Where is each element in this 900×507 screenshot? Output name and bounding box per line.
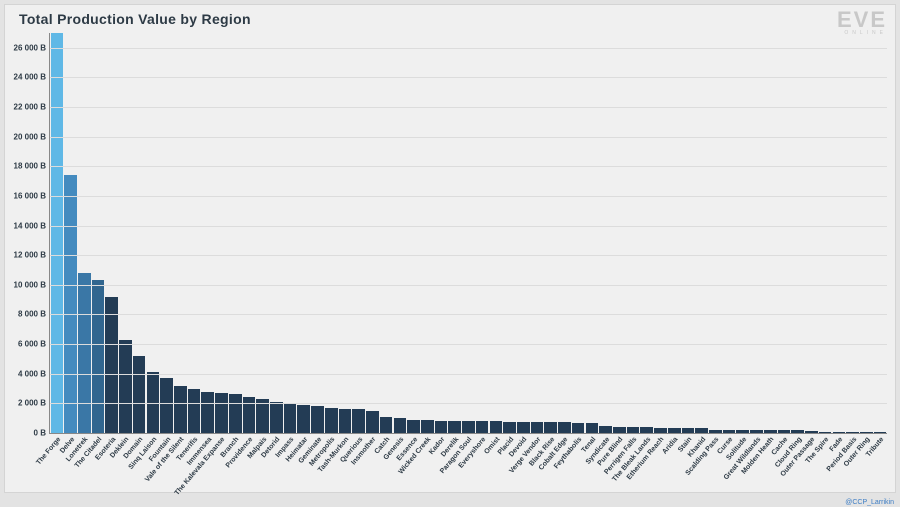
bar bbox=[544, 422, 557, 433]
logo-main: EVE bbox=[837, 9, 887, 31]
bar bbox=[640, 427, 653, 433]
bar bbox=[736, 430, 749, 433]
grid-line bbox=[50, 77, 887, 78]
bar bbox=[791, 430, 804, 433]
bar bbox=[668, 428, 681, 433]
bar bbox=[188, 389, 201, 433]
bar bbox=[394, 418, 407, 433]
bar bbox=[613, 427, 626, 433]
bar bbox=[64, 175, 77, 433]
bar bbox=[750, 430, 763, 433]
grid-line bbox=[50, 374, 887, 375]
bar bbox=[805, 431, 818, 433]
chart-frame: Total Production Value by Region EVE ONL… bbox=[4, 4, 896, 493]
bar-label: The Forge bbox=[35, 436, 62, 466]
grid-line bbox=[50, 166, 887, 167]
bar bbox=[572, 423, 585, 433]
bar bbox=[407, 420, 420, 433]
bar bbox=[366, 411, 379, 433]
y-tick-label: 6 000 B bbox=[18, 340, 46, 349]
grid-line bbox=[50, 226, 887, 227]
y-tick-label: 12 000 B bbox=[14, 251, 46, 260]
grid-line bbox=[50, 48, 887, 49]
y-tick-label: 10 000 B bbox=[14, 280, 46, 289]
y-tick-label: 18 000 B bbox=[14, 162, 46, 171]
grid-line bbox=[50, 196, 887, 197]
y-tick-label: 20 000 B bbox=[14, 132, 46, 141]
bar bbox=[270, 402, 283, 433]
y-tick-label: 14 000 B bbox=[14, 221, 46, 230]
bar bbox=[627, 427, 640, 433]
y-tick-label: 0 B bbox=[34, 429, 46, 438]
grid-line bbox=[50, 285, 887, 286]
grid-line bbox=[50, 403, 887, 404]
bar bbox=[833, 432, 846, 433]
bar bbox=[421, 420, 434, 433]
bar bbox=[462, 421, 475, 433]
bar bbox=[352, 409, 365, 433]
bar bbox=[284, 403, 297, 433]
bar bbox=[846, 432, 859, 433]
bar bbox=[586, 423, 599, 433]
grid-line bbox=[50, 107, 887, 108]
y-tick-label: 26 000 B bbox=[14, 43, 46, 52]
bar bbox=[654, 428, 667, 433]
bar bbox=[339, 409, 352, 433]
bar bbox=[531, 422, 544, 433]
bar bbox=[215, 393, 228, 433]
bar bbox=[78, 273, 91, 433]
y-tick-label: 2 000 B bbox=[18, 399, 46, 408]
bar bbox=[448, 421, 461, 433]
bar bbox=[380, 417, 393, 433]
bar bbox=[709, 430, 722, 433]
bar bbox=[119, 340, 132, 433]
bar bbox=[874, 432, 887, 433]
bar bbox=[160, 378, 173, 433]
bar bbox=[695, 428, 708, 433]
credit-text: @CCP_Larrikin bbox=[845, 499, 894, 506]
bar bbox=[599, 426, 612, 433]
bar bbox=[297, 405, 310, 433]
bar bbox=[92, 280, 105, 433]
logo: EVE ONLINE bbox=[837, 9, 887, 36]
bar bbox=[174, 386, 187, 433]
bar bbox=[311, 406, 324, 433]
grid-line bbox=[50, 255, 887, 256]
y-tick-label: 22 000 B bbox=[14, 103, 46, 112]
bar bbox=[682, 428, 695, 433]
bar bbox=[229, 394, 242, 433]
bar bbox=[490, 421, 503, 433]
bar bbox=[325, 408, 338, 433]
bar bbox=[723, 430, 736, 433]
bar bbox=[133, 356, 146, 433]
bar bbox=[105, 297, 118, 433]
bar bbox=[476, 421, 489, 433]
plot-area: The ForgeDelveLonetrekThe CitadelEsoteri… bbox=[49, 33, 887, 434]
bar bbox=[558, 422, 571, 433]
y-tick-label: 4 000 B bbox=[18, 369, 46, 378]
bar bbox=[435, 421, 448, 433]
grid-line bbox=[50, 314, 887, 315]
chart-title: Total Production Value by Region bbox=[19, 11, 251, 27]
y-tick-label: 8 000 B bbox=[18, 310, 46, 319]
bar bbox=[860, 432, 873, 433]
grid-line bbox=[50, 137, 887, 138]
bar bbox=[819, 432, 832, 433]
bar bbox=[778, 430, 791, 433]
bar bbox=[764, 430, 777, 433]
y-tick-label: 16 000 B bbox=[14, 191, 46, 200]
bar bbox=[201, 392, 214, 433]
grid-line bbox=[50, 344, 887, 345]
bar bbox=[517, 422, 530, 433]
y-tick-label: 24 000 B bbox=[14, 73, 46, 82]
bar bbox=[503, 422, 516, 433]
